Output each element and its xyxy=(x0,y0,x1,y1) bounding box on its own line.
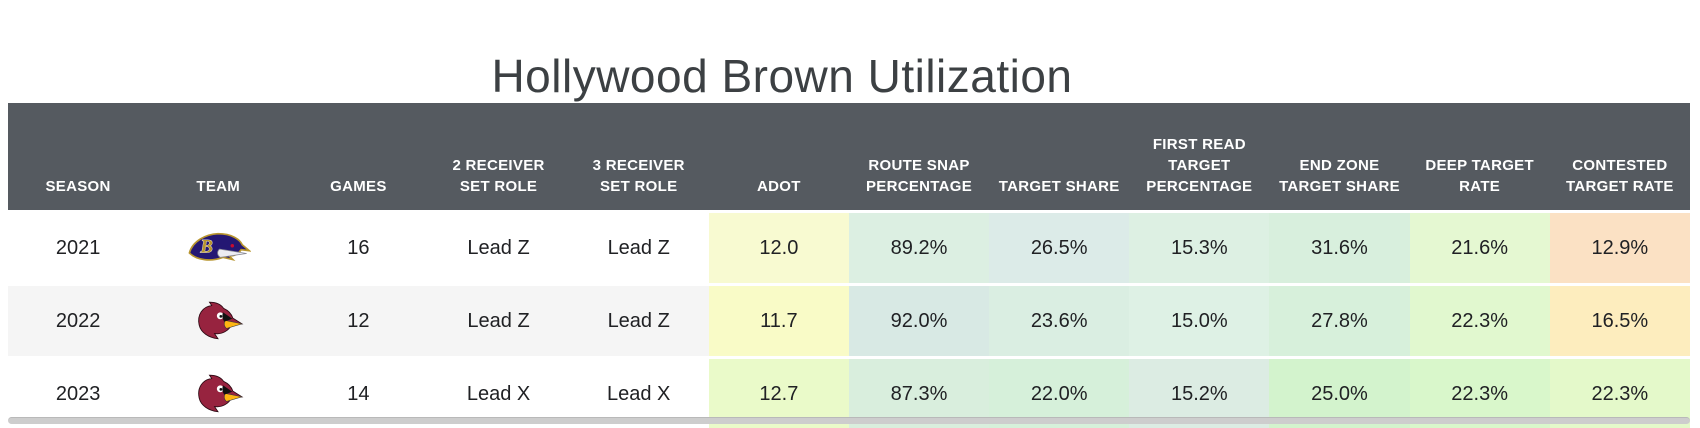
cell-games: 14 xyxy=(288,356,429,428)
table-row-2021: 2021 B 16 Lead Z Lead Z 12.0 89.2% 26.5% 15.3%… xyxy=(8,210,1690,283)
cell-adot: 12.0 xyxy=(708,210,849,283)
cell-games: 12 xyxy=(288,283,429,356)
cell-contested_target_rate: 22.3% xyxy=(1549,356,1690,428)
table-row-2023: 2023 14 Lead X Lead X 12.7 87.3% 22.0% 15.2% 25… xyxy=(8,356,1690,428)
cell-target_share: 22.0% xyxy=(989,356,1130,428)
cell-first_read_target_pct: 15.2% xyxy=(1129,356,1270,428)
cell-target_share: 23.6% xyxy=(989,283,1130,356)
table-header: SEASON TEAM GAMES 2 RECEIVER SET ROLE 3 RECE… xyxy=(8,103,1690,210)
cell-deep_target_rate: 22.3% xyxy=(1409,283,1550,356)
scrollbar-thumb[interactable] xyxy=(8,417,1690,424)
table-row-2022: 2022 12 Lead Z Lead Z 11.7 92.0% 23.6% 15.0% 27… xyxy=(8,283,1690,356)
column-header-end_zone_target_share: END ZONE TARGET SHARE xyxy=(1269,103,1410,210)
column-header-target_share: TARGET SHARE xyxy=(989,103,1130,210)
column-header-adot: ADOT xyxy=(708,103,849,210)
cell-contested_target_rate: 12.9% xyxy=(1549,210,1690,283)
cell-team xyxy=(148,283,289,356)
cell-team: B xyxy=(148,210,289,283)
column-header-team: TEAM xyxy=(148,103,289,210)
column-header-role_3wr: 3 RECEIVER SET ROLE xyxy=(568,103,709,210)
header-row: SEASON TEAM GAMES 2 RECEIVER SET ROLE 3 RECE… xyxy=(8,103,1690,210)
cell-end_zone_target_share: 31.6% xyxy=(1269,210,1410,283)
cell-season: 2022 xyxy=(8,283,149,356)
cell-first_read_target_pct: 15.3% xyxy=(1129,210,1270,283)
column-header-games: GAMES xyxy=(288,103,429,210)
cell-route_snap_pct: 87.3% xyxy=(848,356,990,428)
cell-role_3wr: Lead X xyxy=(568,356,709,428)
utilization-table: SEASON TEAM GAMES 2 RECEIVER SET ROLE 3 RECE… xyxy=(8,103,1690,428)
column-header-role_2wr: 2 RECEIVER SET ROLE xyxy=(428,103,569,210)
cell-season: 2021 xyxy=(8,210,149,283)
cell-role_2wr: Lead Z xyxy=(428,210,569,283)
horizontal-scrollbar[interactable] xyxy=(8,417,1690,424)
cell-role_3wr: Lead Z xyxy=(568,283,709,356)
cell-route_snap_pct: 92.0% xyxy=(848,283,990,356)
cardinals-logo xyxy=(198,374,244,413)
cell-season: 2023 xyxy=(8,356,149,428)
cell-target_share: 26.5% xyxy=(989,210,1130,283)
cell-role_2wr: Lead Z xyxy=(428,283,569,356)
cell-deep_target_rate: 21.6% xyxy=(1409,210,1550,283)
cardinals-logo xyxy=(198,301,244,340)
cell-role_2wr: Lead X xyxy=(428,356,569,428)
table-body: 2021 B 16 Lead Z Lead Z 12.0 89.2% 26.5% 15.3%… xyxy=(8,210,1690,428)
column-header-deep_target_rate: DEEP TARGET RATE xyxy=(1409,103,1550,210)
cell-adot: 12.7 xyxy=(708,356,849,428)
cell-team xyxy=(148,356,289,428)
page-title: Hollywood Brown Utilization xyxy=(491,49,1073,102)
column-header-first_read_target_pct: FIRST READ TARGET PERCENTAGE xyxy=(1129,103,1270,210)
cell-games: 16 xyxy=(288,210,429,283)
cell-role_3wr: Lead Z xyxy=(568,210,709,283)
cell-route_snap_pct: 89.2% xyxy=(848,210,990,283)
cell-deep_target_rate: 22.3% xyxy=(1409,356,1550,428)
column-header-season: SEASON xyxy=(8,103,149,210)
column-header-route_snap_pct: ROUTE SNAP PERCENTAGE xyxy=(848,103,990,210)
cell-contested_target_rate: 16.5% xyxy=(1549,283,1690,356)
cell-end_zone_target_share: 25.0% xyxy=(1269,356,1410,428)
ravens-logo: B xyxy=(188,232,252,261)
cell-first_read_target_pct: 15.0% xyxy=(1129,283,1270,356)
svg-text:B: B xyxy=(200,236,213,257)
cell-end_zone_target_share: 27.8% xyxy=(1269,283,1410,356)
column-header-contested_target_rate: CONTESTED TARGET RATE xyxy=(1549,103,1690,210)
cell-adot: 11.7 xyxy=(708,283,849,356)
